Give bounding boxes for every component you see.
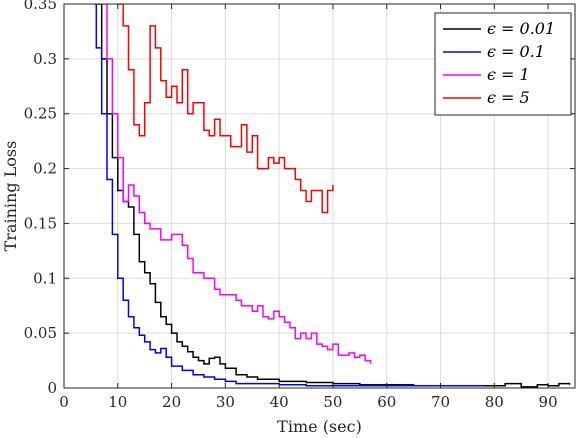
y-tick-label: 0.25 — [24, 105, 57, 123]
x-tick-label: 70 — [431, 393, 450, 411]
series-line-2 — [101, 4, 372, 364]
y-tick-label: 0.1 — [33, 269, 57, 287]
legend: ϵ = 0.01 ϵ = 0.1 ϵ = 1 ϵ = 5 — [434, 12, 572, 116]
x-tick-label: 90 — [539, 393, 558, 411]
legend-label: ϵ = 1 — [487, 65, 530, 84]
x-axis-label: Time (sec) — [277, 417, 362, 436]
x-tick-label: 40 — [270, 393, 289, 411]
x-tick-label: 20 — [162, 393, 181, 411]
legend-label: ϵ = 0.01 — [487, 19, 555, 38]
x-tick-label: 0 — [59, 393, 69, 411]
legend-label: ϵ = 0.1 — [487, 42, 545, 61]
y-tick-label: 0.05 — [24, 324, 57, 342]
y-tick-label: 0.35 — [24, 0, 57, 13]
x-tick-label: 80 — [485, 393, 504, 411]
x-tick-label: 10 — [108, 393, 127, 411]
y-tick-label: 0.3 — [33, 50, 57, 68]
x-tick-label: 50 — [323, 393, 342, 411]
y-tick-label: 0 — [47, 379, 57, 397]
y-axis-label: Training Loss — [1, 141, 20, 252]
y-tick-label: 0.2 — [33, 160, 57, 178]
series-line-3 — [117, 4, 334, 214]
axes-box — [63, 3, 576, 389]
y-tick-label: 0.15 — [24, 214, 57, 232]
x-tick-label: 30 — [216, 393, 235, 411]
ticks: 0 10 20 30 40 50 60 70 80 90 0 0.05 0.1 0.15 0.2 0.25 0.… — [24, 0, 575, 411]
x-tick-label: 60 — [377, 393, 396, 411]
legend-label: ϵ = 5 — [487, 88, 530, 107]
